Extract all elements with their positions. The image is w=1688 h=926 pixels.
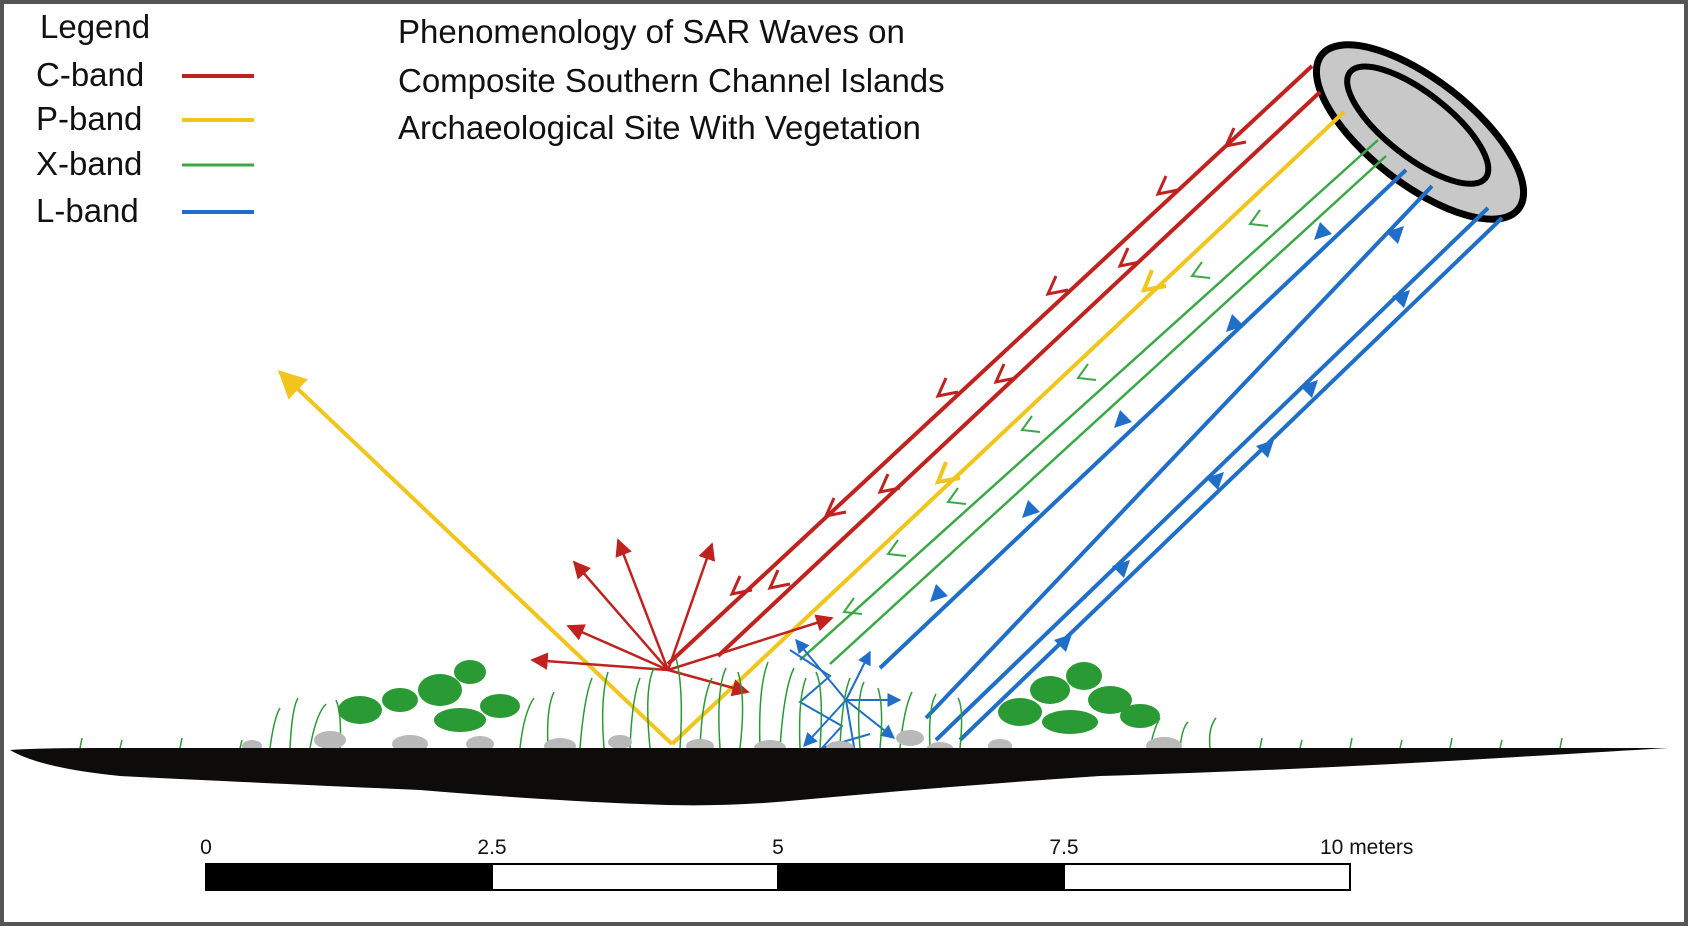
c-band-beam-1 — [666, 64, 1314, 666]
l-band-arrowhead-10 — [1386, 226, 1404, 244]
shrub-left-6 — [434, 708, 486, 732]
x-band-chevron-5 — [946, 487, 967, 505]
c-band-scatter-arrow-3 — [572, 560, 669, 671]
l-band-arrowhead-1 — [1314, 222, 1332, 240]
scale-tick-10-meters: 10 meters — [1320, 836, 1413, 859]
grass-clump-right — [899, 691, 1217, 749]
shrub-right-1 — [998, 698, 1042, 726]
c-band-chevron-8 — [993, 363, 1017, 385]
c-band-scatter-arrow-4 — [615, 538, 670, 671]
legend-label-x-band: X-band — [36, 145, 142, 182]
p-band-beam — [670, 110, 1346, 746]
shrub-left-5 — [480, 694, 520, 718]
shrub-right-2 — [1030, 676, 1070, 704]
l-band-arrowhead-8 — [1206, 472, 1224, 490]
l-band-arrowhead-11 — [1256, 440, 1274, 458]
l-band-arrowhead-5 — [930, 584, 948, 602]
x-band-beam-1 — [799, 139, 1379, 661]
c-band-chevron-1 — [1223, 127, 1247, 149]
c-band-beam-2 — [716, 90, 1322, 658]
legend-heading: Legend — [40, 8, 150, 45]
l-band-beam-2 — [924, 184, 1434, 720]
c-band-chevron-5 — [823, 497, 847, 519]
vegetation — [79, 657, 1563, 749]
l-band-arrowhead-2 — [1226, 314, 1244, 332]
rock-2 — [314, 731, 346, 749]
x-band-chevron-7 — [842, 597, 863, 615]
rock-6 — [608, 735, 632, 749]
c-band-scatter-arrow-2 — [566, 624, 669, 672]
c-band-chevron-10 — [767, 569, 791, 591]
legend-label-c-band: C-band — [36, 56, 144, 93]
l-band-arrowhead-7 — [1300, 380, 1318, 398]
l-band-arrowhead-9 — [1112, 560, 1130, 578]
legend-label-p-band: P-band — [36, 100, 142, 137]
c-band-scatter-arrow-1 — [530, 652, 669, 672]
l-band-arrowheads — [930, 222, 1410, 652]
x-band-beam-2 — [829, 155, 1387, 665]
title-line-2: Composite Southern Channel Islands — [398, 62, 945, 99]
l-band-arrowhead-4 — [1022, 500, 1040, 518]
scale-tick-7-5: 7.5 — [1049, 836, 1078, 859]
scale-segment-4 — [1063, 863, 1351, 891]
l-band-scatter-arrow-3 — [845, 699, 896, 739]
ground-profile — [10, 748, 1668, 806]
x-band-chevron-3 — [1076, 363, 1097, 381]
sar-antenna — [1312, 41, 1528, 223]
p-band-reflection — [277, 370, 674, 746]
l-band-beam-1 — [878, 168, 1408, 670]
scale-bar: 0 2.5 5 7.5 10 meters — [200, 836, 1413, 891]
l-band-arrowhead-6 — [1392, 290, 1410, 308]
x-band-chevron-6 — [886, 539, 907, 557]
c-band-scatter-arrow-6 — [667, 614, 834, 672]
legend-label-l-band: L-band — [36, 192, 139, 229]
p-band-chevron-2 — [934, 461, 961, 485]
scale-segment-2 — [491, 863, 779, 891]
p-band-chevron-1 — [1140, 269, 1167, 293]
scale-tick-0: 0 — [200, 836, 212, 859]
c-band-chevron-6 — [729, 575, 753, 597]
title-line-1: Phenomenology of SAR Waves on — [398, 13, 905, 50]
scale-segment-1 — [205, 863, 493, 891]
shrub-right-5 — [1120, 704, 1160, 728]
c-band-chevron-4 — [935, 377, 959, 399]
c-band-scatter — [530, 538, 834, 697]
title-line-3: Archaeological Site With Vegetation — [398, 109, 921, 146]
x-band-chevron-1 — [1248, 209, 1269, 227]
l-band-arrowhead-3 — [1114, 410, 1132, 428]
diagram-title: Phenomenology of SAR Waves on Composite … — [398, 13, 945, 146]
grass-stubble — [79, 737, 1563, 749]
c-band-chevron-3 — [1045, 275, 1069, 297]
c-band-chevron-9 — [877, 473, 901, 495]
shrub-right-6 — [1042, 710, 1098, 734]
scale-segment-3 — [777, 863, 1065, 891]
grass-clump-center — [647, 657, 883, 749]
legend: Legend C-band P-band X-band L-band — [36, 8, 254, 229]
beam-direction-markers — [729, 127, 1269, 615]
l-band-arrowhead-12 — [1054, 634, 1072, 652]
c-band-scatter-arrow-5 — [666, 542, 716, 671]
x-band-chevron-4 — [1020, 415, 1041, 433]
shrubs — [338, 660, 1160, 734]
c-band-chevron-2 — [1155, 175, 1179, 197]
rock-10 — [896, 730, 924, 746]
l-band-scatter-arrow-4 — [803, 699, 847, 748]
shrub-left-2 — [382, 688, 418, 712]
l-band-scatter-arrow-5 — [845, 650, 871, 701]
x-band-chevron-2 — [1190, 261, 1211, 279]
c-band-chevron-7 — [1117, 247, 1141, 269]
shrub-left-1 — [338, 696, 382, 724]
l-band-beam-4 — [958, 216, 1504, 742]
scale-tick-5: 5 — [772, 836, 784, 859]
c-band-scatter-arrow-7 — [667, 668, 750, 697]
shrub-right-3 — [1066, 662, 1102, 690]
scale-tick-2-5: 2.5 — [477, 836, 506, 859]
grass-clump-left — [269, 671, 641, 749]
shrub-right-4 — [1088, 686, 1132, 714]
shrub-left-4 — [454, 660, 486, 684]
shrub-left-3 — [418, 674, 462, 706]
